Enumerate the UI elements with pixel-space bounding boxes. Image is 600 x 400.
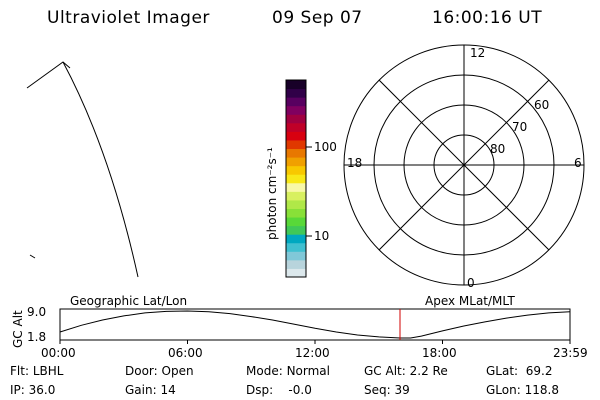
timeline-y-tick-top: 9.0 <box>27 305 47 319</box>
colorbar-cell <box>286 157 306 167</box>
time-label: 16:00:16 UT <box>432 8 543 28</box>
colorbar-cell <box>286 259 306 269</box>
colorbar-cell <box>286 97 306 107</box>
colorbar-cell <box>286 139 306 150</box>
colorbar-cell <box>286 268 306 278</box>
colorbar-cell <box>286 242 306 252</box>
polar-diagonal-2 <box>378 79 550 251</box>
colorbar-cell <box>286 105 306 115</box>
info-mode: Mode: Normal <box>246 364 330 378</box>
colorbar-cell <box>286 234 306 244</box>
limb-tick <box>26 61 71 89</box>
colorbar-cell <box>286 148 306 158</box>
timeline-right-title: Apex MLat/MLT <box>425 294 515 308</box>
x-tick-1200: 12:00 <box>295 346 330 360</box>
x-tick-1800: 18:00 <box>422 346 457 360</box>
mlt-label-12: 12 <box>470 46 486 60</box>
mlt-label-18: 18 <box>347 156 363 170</box>
info-gc-alt: GC Alt: 2.2 Re <box>364 364 448 378</box>
x-tick-0600: 06:00 <box>168 346 203 360</box>
colorbar-cell <box>286 165 306 175</box>
colorbar-tick-100: 100 <box>314 140 337 154</box>
colorbar-tick-10: 10 <box>314 229 330 243</box>
colorbar-cell <box>286 182 306 192</box>
info-door: Door: Open <box>125 364 194 378</box>
lat-label-60: 60 <box>534 98 550 112</box>
colorbar-cell <box>286 114 306 124</box>
colorbar-cell <box>286 88 306 98</box>
lat-label-70: 70 <box>512 120 528 134</box>
lat-label-80: 80 <box>490 142 506 156</box>
colorbar-cell <box>286 174 306 184</box>
colorbar-cell <box>286 251 306 261</box>
limb-edge-mark <box>29 254 36 259</box>
altitude-line <box>59 310 571 339</box>
info-glon: GLon: 118.8 <box>486 383 559 397</box>
info-flt: Flt: LBHL <box>10 364 64 378</box>
date-label: 09 Sep 07 <box>272 8 363 28</box>
colorbar-cell <box>286 80 306 90</box>
colorbar-cell <box>286 225 306 235</box>
colorbar-cell <box>286 199 306 209</box>
info-dsp: Dsp: -0.0 <box>246 383 312 397</box>
mlt-label-6: 6 <box>574 156 582 170</box>
info-glat: GLat: 69.2 <box>486 364 553 378</box>
x-tick-2359: 23:59 <box>553 346 588 360</box>
colorbar-cell <box>286 131 306 141</box>
mlt-label-0: 0 <box>467 276 475 290</box>
x-tick-0000: 00:00 <box>41 346 76 360</box>
timeline-left-title: Geographic Lat/Lon <box>70 294 188 308</box>
colorbar-cell <box>286 122 306 132</box>
colorbar-cell <box>286 191 306 201</box>
instrument-title: Ultraviolet Imager <box>47 8 210 28</box>
info-seq: Seq: 39 <box>364 383 410 397</box>
info-ip: IP: 36.0 <box>10 383 56 397</box>
info-gain: Gain: 14 <box>125 383 176 397</box>
timeline-y-tick-bottom: 1.8 <box>27 330 47 344</box>
colorbar-cell <box>286 217 306 227</box>
colorbar-cell <box>286 208 306 218</box>
limb-curve <box>62 61 139 278</box>
